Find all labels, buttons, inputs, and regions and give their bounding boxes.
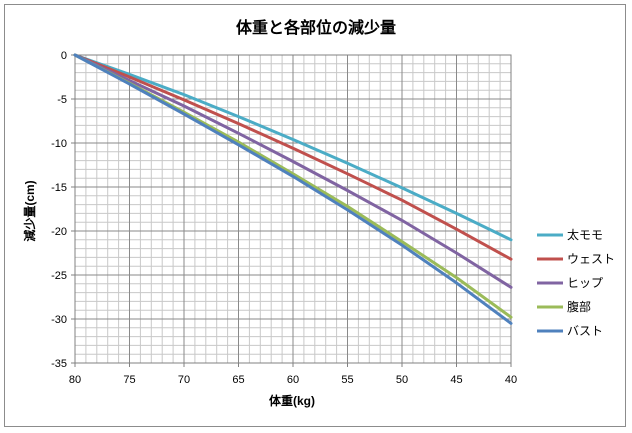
y-tick-label: -15 bbox=[51, 182, 67, 194]
y-axis-label: 減少量(cm) bbox=[22, 180, 37, 241]
series-line bbox=[73, 53, 513, 325]
x-tick-label: 65 bbox=[232, 374, 244, 386]
x-tick-label: 55 bbox=[341, 374, 353, 386]
series-lines bbox=[73, 53, 513, 325]
y-tick-label: -10 bbox=[51, 138, 67, 150]
x-tick-label: 60 bbox=[287, 374, 299, 386]
y-tick-label: -5 bbox=[57, 94, 67, 106]
y-tick-label: -30 bbox=[51, 314, 67, 326]
y-tick-label: -20 bbox=[51, 226, 67, 238]
y-tick-label: -35 bbox=[51, 358, 67, 370]
y-axis-ticks: 0 -5 -10 -15 -20 -25 -30 -35 bbox=[51, 50, 75, 370]
x-tick-label: 40 bbox=[505, 374, 517, 386]
x-tick-label: 70 bbox=[178, 374, 190, 386]
legend-label: 腹部 bbox=[567, 299, 591, 314]
x-tick-label: 45 bbox=[450, 374, 462, 386]
legend-label: 太モモ bbox=[567, 227, 603, 242]
x-axis-label: 体重(kg) bbox=[269, 393, 315, 408]
y-tick-label: 0 bbox=[61, 50, 67, 62]
legend-label: ヒップ bbox=[567, 276, 603, 290]
legend-label: ウェスト bbox=[567, 252, 615, 266]
legend-label: バスト bbox=[567, 324, 603, 338]
chart-title: 体重と各部位の減少量 bbox=[236, 18, 396, 37]
y-tick-label: -25 bbox=[51, 270, 67, 282]
x-tick-label: 50 bbox=[396, 374, 408, 386]
series-line bbox=[73, 53, 513, 261]
series-line bbox=[73, 53, 513, 242]
series-line bbox=[73, 53, 513, 289]
x-axis-ticks: 80 75 70 65 60 55 50 45 40 bbox=[69, 363, 517, 386]
x-tick-label: 75 bbox=[123, 374, 135, 386]
x-tick-label: 80 bbox=[69, 374, 81, 386]
